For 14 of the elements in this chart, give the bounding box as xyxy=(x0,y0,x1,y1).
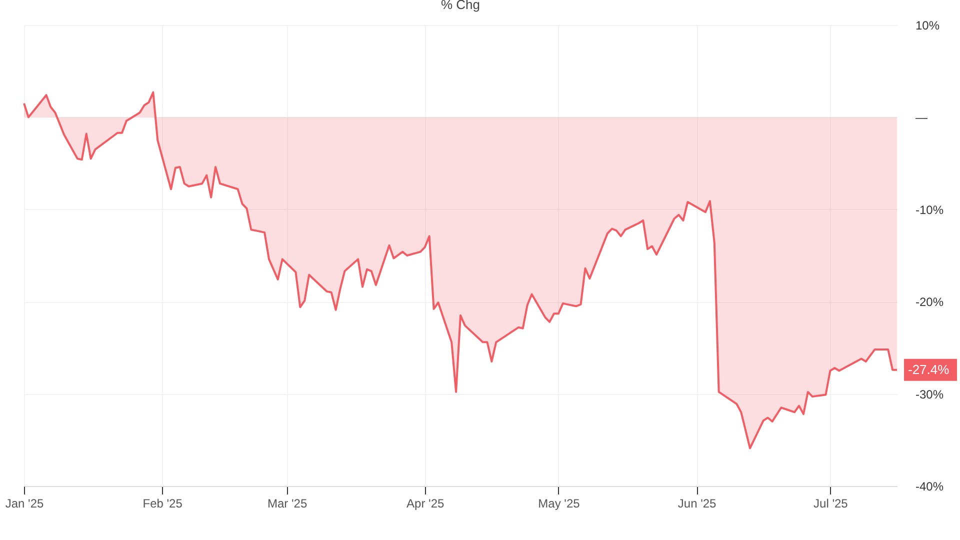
x-tick-label: Jun '25 xyxy=(678,496,717,510)
x-tick-label: May '25 xyxy=(538,496,580,510)
x-tick-label: Mar '25 xyxy=(267,496,308,510)
y-tick-label: -10% xyxy=(916,202,944,217)
y-tick-label: 10% xyxy=(916,18,940,32)
x-tick-label: Apr '25 xyxy=(406,496,445,510)
text: -27.4% xyxy=(908,362,950,377)
x-tick-label: Jul '25 xyxy=(814,496,848,510)
x-tick-label: Feb '25 xyxy=(142,496,183,510)
y-tick-label: — xyxy=(916,110,928,125)
y-tick-label: -30% xyxy=(916,387,944,402)
y-tick-label: -20% xyxy=(916,295,944,310)
x-tick-label: Jan '25 xyxy=(5,496,44,510)
y-tick-label: -40% xyxy=(916,480,944,494)
